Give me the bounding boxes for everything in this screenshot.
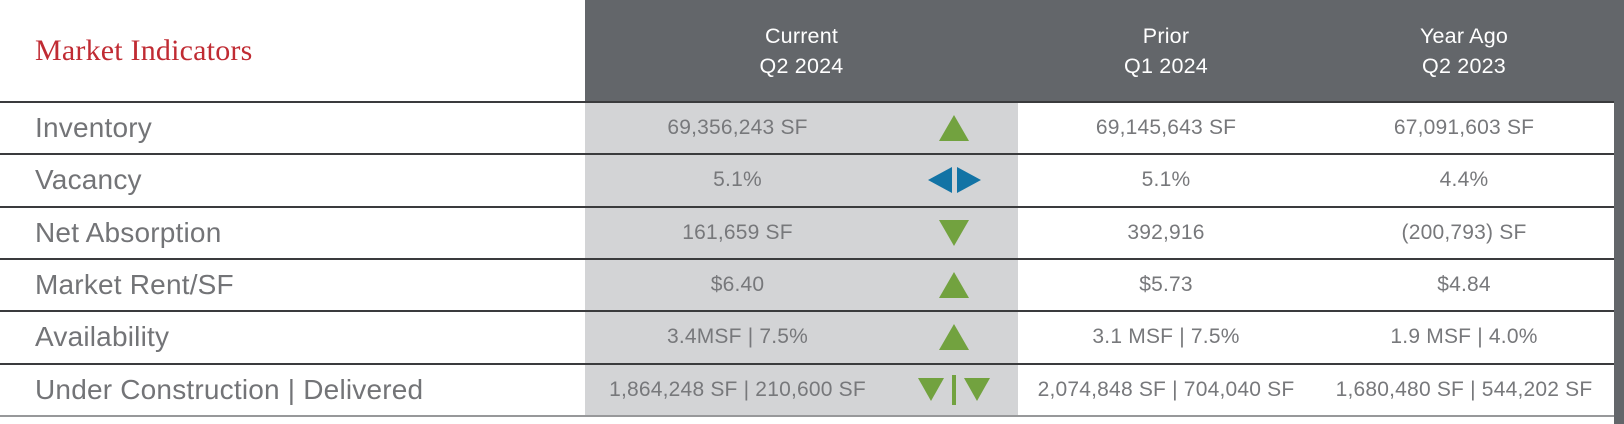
prior-value-cell: 392,916 [1018,205,1314,258]
divider-bar [952,374,956,405]
prior-value-cell: 5.1% [1018,153,1314,206]
trend-area [890,167,1018,194]
triangle-shape [939,324,969,351]
trend-area [890,219,1018,246]
prior-value: 3.1 MSF | 7.5% [1092,325,1240,349]
current-value-cell: $6.40 [585,257,1018,311]
current-value-cell: 69,356,243 SF [585,101,1018,154]
page-title: Market Indicators [35,33,253,67]
column-header-line: Year Ago [1419,23,1509,48]
trend-area [890,374,1018,405]
year-ago-value-cell: (200,793) SF [1314,205,1614,258]
prior-value: 69,145,643 SF [1095,116,1237,140]
prior-value: 2,074,848 SF | 704,040 SF [1037,377,1295,401]
row-label: Under Construction | Delivered [0,362,585,415]
current-value: 69,356,243 SF [667,116,808,140]
trend-area [890,115,1018,142]
current-value: 3.4MSF | 7.5% [666,325,809,349]
year-ago-value-cell: 1,680,480 SF | 544,202 SF [1314,362,1614,415]
current-value: 5.1% [713,168,762,192]
trend-down-down-icon [918,374,990,405]
prior-value: $5.73 [1139,273,1193,297]
year-ago-value: 1,680,480 SF | 544,202 SF [1335,377,1593,401]
trend-area [890,272,1018,299]
column-header-line: Q2 2024 [759,53,844,78]
triangle-shape [927,167,952,194]
row-label: Market Rent/SF [0,257,585,311]
prior-value-cell: 69,145,643 SF [1018,101,1314,154]
prior-value: 5.1% [1141,168,1191,192]
row-label: Inventory [0,101,585,154]
year-ago-value: 4.4% [1439,168,1489,192]
page-edge-bar [1614,0,1624,424]
prior-value-cell: $5.73 [1018,257,1314,311]
trend-up-icon [939,272,969,299]
table-title-cell: Market Indicators [0,0,585,101]
current-value: 161,659 SF [682,220,793,244]
year-ago-value: 67,091,603 SF [1393,116,1535,140]
triangle-shape [918,378,944,402]
year-ago-value-cell: 1.9 MSF | 4.0% [1314,310,1614,363]
trend-no-change-icon [927,167,981,194]
current-value-cell: 1,864,248 SF | 210,600 SF [585,362,1018,415]
current-value-cell: 5.1% [585,153,1018,206]
current-value: 1,864,248 SF | 210,600 SF [609,377,866,401]
row-label: Availability [0,310,585,363]
trend-up-icon [939,115,969,142]
column-header-year-ago: Year Ago Q2 2023 [1314,0,1614,101]
trend-up-icon [939,324,969,351]
prior-value: 392,916 [1127,220,1205,244]
column-header-line: Q1 2024 [1124,53,1208,78]
triangle-shape [964,378,990,402]
year-ago-value-cell: 67,091,603 SF [1314,101,1614,154]
triangle-shape [939,272,969,299]
year-ago-value-cell: $4.84 [1314,257,1614,311]
row-label: Net Absorption [0,205,585,258]
current-value-cell: 3.4MSF | 7.5% [585,310,1018,363]
row-label: Vacancy [0,153,585,206]
prior-value-cell: 3.1 MSF | 7.5% [1018,310,1314,363]
year-ago-value: (200,793) SF [1401,220,1527,244]
triangle-shape [939,115,969,142]
column-header-prior: Prior Q1 2024 [1018,0,1314,101]
indicators-grid: Market Indicators Current Q2 2024 Prior … [0,0,1614,417]
column-header-line: Q2 2023 [1422,53,1506,78]
column-header-current: Current Q2 2024 [585,0,1018,101]
year-ago-value: $4.84 [1437,273,1491,297]
current-value: $6.40 [710,273,765,297]
column-header-line: Prior [1142,23,1190,48]
triangle-shape [939,219,969,246]
trend-down-icon [939,219,969,246]
year-ago-value-cell: 4.4% [1314,153,1614,206]
prior-value-cell: 2,074,848 SF | 704,040 SF [1018,362,1314,415]
current-value-cell: 161,659 SF [585,205,1018,258]
trend-area [890,324,1018,351]
column-header-line: Current [764,23,839,48]
triangle-shape [956,167,981,194]
year-ago-value: 1.9 MSF | 4.0% [1390,325,1538,349]
